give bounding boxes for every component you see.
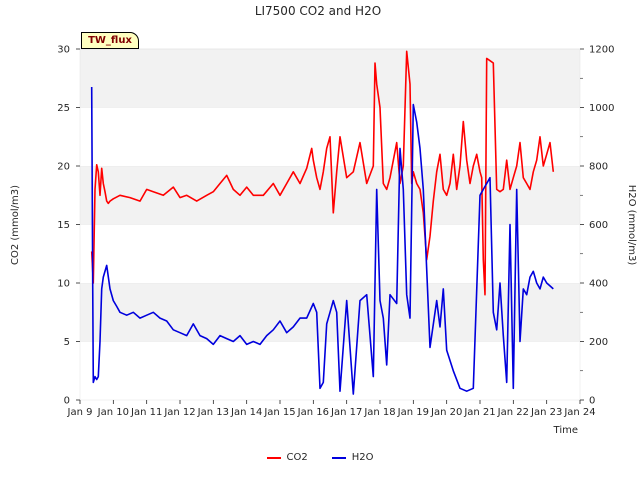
y-left-tick-label: 20 bbox=[57, 162, 70, 173]
grid-band bbox=[80, 341, 580, 400]
x-tick-label: Jan 16 bbox=[297, 407, 329, 418]
legend-item-co2: CO2 bbox=[266, 452, 308, 463]
x-axis: Jan 9 Jan 10 Jan 11 Jan 12 Jan 13 Jan 14 Jan 1… bbox=[67, 400, 596, 418]
y-right-tick-label: 400 bbox=[589, 279, 608, 290]
y-left-tick-label: 5 bbox=[64, 337, 70, 348]
y-right-tick-label: 800 bbox=[589, 162, 608, 173]
y-left-tick-label: 25 bbox=[57, 103, 70, 114]
y-right-tick-label: 1200 bbox=[589, 45, 614, 56]
y-axis-label-left: CO2 (mmol/m3) bbox=[10, 185, 21, 265]
series-line-h2o bbox=[90, 86, 554, 395]
grid-bands bbox=[80, 48, 580, 400]
x-tick-label: Jan 14 bbox=[230, 407, 262, 418]
y-right-tick-label: 600 bbox=[589, 220, 608, 231]
y-left-tick-label: 0 bbox=[64, 396, 70, 407]
grid-band bbox=[80, 224, 580, 283]
x-tick-label: Jan 24 bbox=[563, 407, 595, 418]
x-tick-label: Jan 12 bbox=[163, 407, 195, 418]
grid-band bbox=[80, 49, 580, 108]
x-tick-label: Jan 9 bbox=[67, 407, 93, 418]
y-left-tick-label: 30 bbox=[57, 45, 70, 56]
y-axis-left: 0 5 10 15 20 25 30 bbox=[57, 45, 80, 407]
y-right-tick-label: 0 bbox=[589, 396, 595, 407]
legend: CO2 H2O bbox=[0, 452, 640, 463]
x-tick-label: Jan 15 bbox=[263, 407, 295, 418]
legend-label-co2: CO2 bbox=[286, 452, 308, 463]
y-axis-label-right: H2O (mmol/m3) bbox=[626, 185, 637, 266]
x-tick-label: Jan 18 bbox=[363, 407, 395, 418]
x-tick-label: Jan 13 bbox=[197, 407, 229, 418]
series-line-co2 bbox=[90, 50, 555, 296]
legend-swatch-h2o bbox=[331, 456, 346, 459]
series-layer bbox=[90, 50, 555, 395]
y-right-tick-label: 1000 bbox=[589, 103, 614, 114]
y-right-tick-label: 200 bbox=[589, 337, 608, 348]
chart-title: LI7500 CO2 and H2O bbox=[255, 4, 381, 18]
x-tick-label: Jan 21 bbox=[463, 407, 495, 418]
x-axis-label: Time bbox=[553, 425, 578, 436]
legend-label-h2o: H2O bbox=[351, 452, 374, 463]
x-tick-label: Jan 19 bbox=[397, 407, 429, 418]
x-tick-label: Jan 11 bbox=[130, 407, 162, 418]
x-tick-label: Jan 10 bbox=[97, 407, 129, 418]
y-axis-right: 0 200 400 600 800 1000 1200 bbox=[580, 45, 614, 407]
y-left-tick-label: 10 bbox=[57, 279, 70, 290]
legend-swatch-co2 bbox=[266, 456, 281, 459]
x-tick-label: Jan 20 bbox=[430, 407, 462, 418]
site-badge: TW_flux bbox=[81, 32, 139, 49]
x-tick-label: Jan 23 bbox=[530, 407, 562, 418]
y-left-tick-label: 15 bbox=[57, 220, 70, 231]
legend-item-h2o: H2O bbox=[331, 452, 374, 463]
x-tick-label: Jan 17 bbox=[330, 407, 362, 418]
x-tick-label: Jan 22 bbox=[497, 407, 529, 418]
